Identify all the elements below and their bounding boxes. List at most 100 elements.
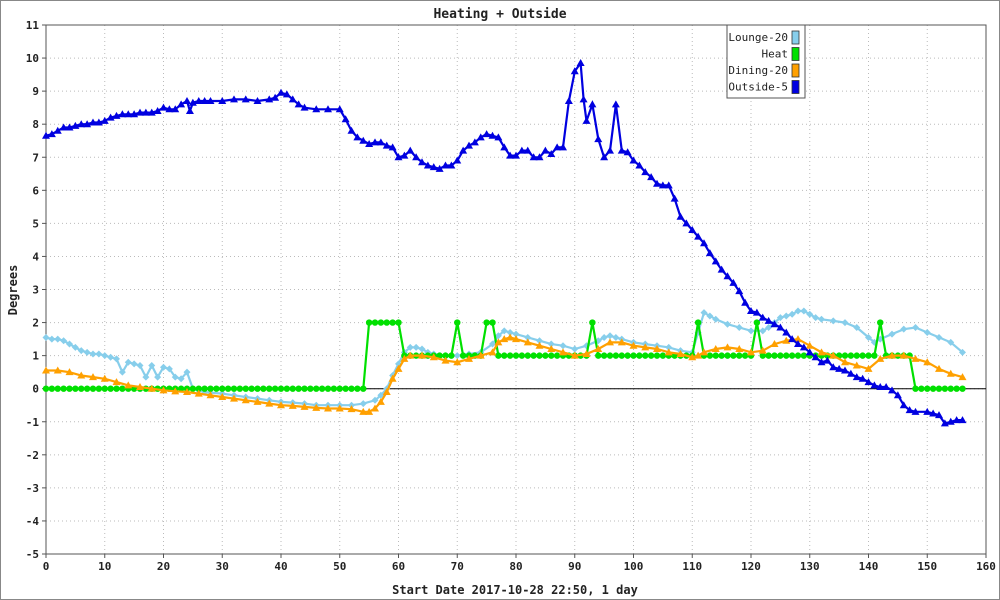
data-point (465, 141, 473, 149)
data-point (60, 385, 67, 392)
data-point (66, 340, 73, 348)
y-tick-label: 5 (32, 217, 39, 230)
data-point (870, 381, 879, 389)
data-point (548, 352, 555, 359)
data-point (294, 100, 303, 108)
y-tick-label: 9 (32, 85, 39, 98)
data-point (165, 105, 174, 113)
data-point (747, 327, 755, 335)
data-point (60, 337, 68, 345)
data-point (735, 287, 744, 295)
data-point (617, 146, 626, 154)
data-point (595, 352, 602, 359)
x-tick-label: 140 (859, 560, 879, 573)
data-point (600, 352, 608, 359)
data-point (694, 319, 702, 326)
data-point (911, 407, 920, 415)
legend-label: Lounge-20 (728, 31, 788, 44)
data-point (159, 386, 168, 394)
data-point (395, 319, 402, 326)
data-point (865, 352, 872, 359)
data-point (547, 345, 556, 353)
data-point (376, 397, 385, 405)
data-point (448, 352, 455, 359)
data-point (788, 335, 797, 343)
data-point (688, 225, 697, 233)
y-tick-label: 6 (32, 184, 39, 197)
data-point (735, 345, 744, 353)
data-point (160, 363, 167, 371)
data-point (65, 368, 74, 376)
data-point (852, 373, 861, 381)
data-point (254, 385, 261, 392)
data-point (799, 343, 808, 351)
data-point (113, 385, 120, 392)
data-point (676, 349, 685, 357)
data-point (501, 352, 508, 359)
x-tick-label: 110 (682, 560, 702, 573)
data-point (118, 368, 126, 376)
data-point (359, 136, 368, 144)
data-point (759, 352, 766, 359)
data-point (512, 151, 520, 159)
data-point (483, 319, 490, 326)
data-point (429, 353, 438, 361)
data-point (459, 146, 468, 154)
data-point (582, 116, 591, 124)
legend-label: Outside-5 (728, 81, 788, 94)
data-point (382, 141, 391, 149)
data-point (441, 356, 450, 364)
data-point (912, 324, 919, 332)
data-point (629, 156, 638, 164)
data-point (958, 373, 967, 381)
data-point (935, 385, 943, 392)
data-point (747, 306, 755, 314)
data-point (553, 143, 562, 151)
data-point (288, 401, 297, 409)
data-point (489, 340, 496, 348)
data-point (124, 358, 132, 366)
data-point (154, 373, 162, 381)
data-point (805, 348, 814, 356)
data-point (811, 353, 820, 361)
data-point (770, 340, 779, 348)
data-point (664, 348, 673, 356)
data-point (288, 95, 297, 103)
data-point (647, 173, 656, 181)
y-tick-label: -2 (26, 449, 39, 462)
data-point (271, 385, 279, 392)
data-point (494, 133, 503, 141)
data-point (759, 327, 767, 335)
data-point (853, 352, 860, 359)
data-point (418, 345, 426, 353)
data-point (100, 374, 109, 382)
y-tick-label: 1 (32, 350, 39, 363)
data-point (764, 316, 773, 324)
data-point (77, 347, 85, 355)
data-point (653, 179, 661, 187)
data-point (347, 126, 356, 134)
data-point (617, 338, 626, 346)
data-point (512, 352, 520, 359)
data-point (148, 362, 156, 370)
data-point (54, 335, 62, 343)
data-point (512, 335, 520, 343)
data-point (658, 181, 667, 189)
data-point (406, 351, 415, 359)
legend-label: Dining-20 (728, 64, 788, 77)
x-tick-label: 130 (800, 560, 820, 573)
data-point (630, 352, 637, 359)
data-point (371, 319, 379, 326)
data-point (330, 385, 338, 392)
data-point (119, 385, 126, 392)
x-tick-label: 160 (976, 560, 996, 573)
data-point (95, 350, 103, 358)
data-point (307, 385, 314, 392)
data-point (853, 324, 861, 332)
data-point (77, 120, 86, 128)
data-point (206, 391, 215, 399)
data-point (782, 312, 790, 320)
y-tick-label: -3 (26, 482, 39, 495)
data-point (78, 385, 85, 392)
data-point (817, 348, 826, 356)
